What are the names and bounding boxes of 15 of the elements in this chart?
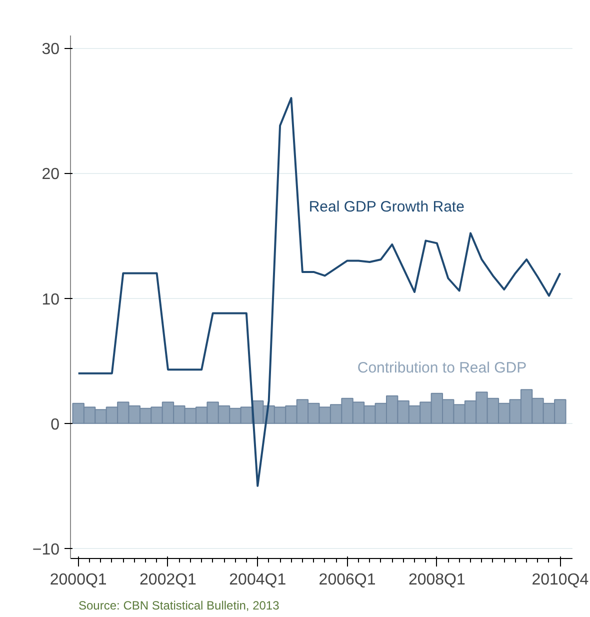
y-tick-label: 30 xyxy=(42,41,60,58)
series-label: Contribution to Real GDP xyxy=(357,360,527,376)
x-tick-label: 2002Q1 xyxy=(140,572,197,588)
y-tick-label: 0 xyxy=(50,416,60,434)
x-tick-label: 2010Q4 xyxy=(532,572,589,588)
y-tick-label: −10 xyxy=(32,541,60,558)
y-tick-label: 20 xyxy=(42,166,60,184)
series-label: Real GDP Growth Rate xyxy=(308,198,464,216)
y-tick-label: 10 xyxy=(42,291,60,308)
source-note: Source: CBN Statistical Bulletin, 2013 xyxy=(78,598,280,612)
x-tick-label: 2000Q1 xyxy=(50,572,107,588)
x-tick-label: 2006Q1 xyxy=(318,572,376,588)
line-series xyxy=(77,97,562,487)
x-tick-label: 2008Q1 xyxy=(408,572,466,588)
x-tick-label: 2004Q1 xyxy=(229,572,286,588)
